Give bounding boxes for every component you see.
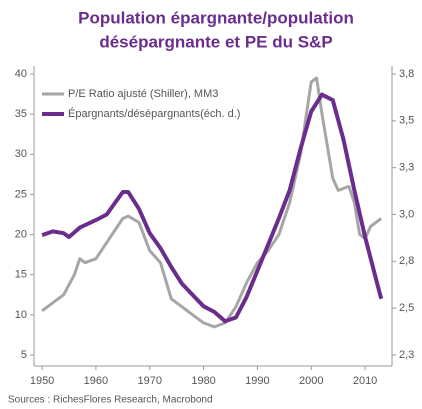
chart-title: désépargnante et PE du S&P <box>99 32 332 51</box>
y-tick-label: 5 <box>21 349 27 361</box>
y2-tick-label: 3,8 <box>399 68 414 80</box>
x-tick-label: 1960 <box>84 375 108 387</box>
y-tick-label: 35 <box>15 108 27 120</box>
y-tick-label: 20 <box>15 228 27 240</box>
y2-tick-label: 3,5 <box>399 115 414 127</box>
x-tick-label: 1990 <box>245 375 269 387</box>
y2-tick-label: 2,3 <box>399 349 414 361</box>
x-tick-label: 1970 <box>138 375 162 387</box>
chart-title: Population épargnante/population <box>78 8 354 27</box>
y-tick-label: 15 <box>15 269 27 281</box>
y-tick-label: 40 <box>15 68 27 80</box>
legend-label: P/E Ratio ajusté (Shiller), MM3 <box>68 88 218 100</box>
x-tick-label: 1950 <box>30 375 54 387</box>
y2-tick-label: 3,3 <box>399 162 414 174</box>
x-tick-label: 2010 <box>353 375 377 387</box>
legend-label: Épargnants/désépargnants(éch. d.) <box>68 107 240 120</box>
y2-tick-label: 2,8 <box>399 255 414 267</box>
y-tick-label: 30 <box>15 148 27 160</box>
y-tick-label: 25 <box>15 188 27 200</box>
series-line <box>41 92 384 324</box>
source: Sources : RichesFlores Research, Macrobo… <box>8 395 213 406</box>
x-tick-label: 1980 <box>191 375 215 387</box>
y-tick-label: 10 <box>15 309 27 321</box>
y2-tick-label: 2,5 <box>399 302 414 314</box>
y2-tick-label: 3,0 <box>399 208 414 220</box>
series-line <box>41 76 383 329</box>
x-tick-label: 2000 <box>299 375 323 387</box>
